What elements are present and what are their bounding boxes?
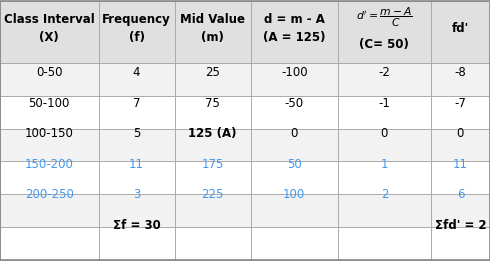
Text: -8: -8 [455, 66, 466, 79]
Text: (C= 50): (C= 50) [360, 38, 409, 51]
Bar [0, 96, 490, 128]
Text: 0-50: 0-50 [36, 66, 63, 79]
Bar [0, 128, 490, 161]
Text: 0: 0 [291, 127, 298, 140]
Text: 2: 2 [381, 188, 388, 201]
Text: d = m - A
(A = 125): d = m - A (A = 125) [263, 13, 325, 44]
Text: 1: 1 [381, 158, 388, 171]
Text: 150-200: 150-200 [25, 158, 74, 171]
Text: Σfd' = 2: Σfd' = 2 [435, 219, 486, 232]
Text: 200-250: 200-250 [25, 188, 74, 201]
Text: -50: -50 [285, 97, 304, 110]
Text: 0: 0 [457, 127, 464, 140]
Text: Mid Value
(m): Mid Value (m) [180, 13, 245, 44]
Text: 3: 3 [133, 188, 140, 201]
Text: 50: 50 [287, 158, 302, 171]
Text: $d' = \dfrac{m-A}{C}$: $d' = \dfrac{m-A}{C}$ [356, 6, 413, 29]
Text: 100-150: 100-150 [25, 127, 74, 140]
Text: 50-100: 50-100 [28, 97, 70, 110]
Bar [0, 194, 490, 227]
Text: 7: 7 [133, 97, 140, 110]
Text: 175: 175 [201, 158, 224, 171]
Text: 11: 11 [129, 158, 144, 171]
Text: -7: -7 [455, 97, 466, 110]
Text: 75: 75 [205, 97, 220, 110]
Text: 4: 4 [133, 66, 140, 79]
Bar [0, 227, 490, 260]
Text: 5: 5 [133, 127, 140, 140]
Text: Class Interval
(X): Class Interval (X) [4, 13, 95, 44]
Text: fd': fd' [452, 22, 469, 35]
Text: -2: -2 [378, 66, 391, 79]
Text: 225: 225 [201, 188, 224, 201]
Text: 0: 0 [381, 127, 388, 140]
Text: -100: -100 [281, 66, 308, 79]
Bar [0, 161, 490, 194]
Text: Σf = 30: Σf = 30 [113, 219, 160, 232]
Text: 6: 6 [457, 188, 464, 201]
Text: 25: 25 [205, 66, 220, 79]
Text: 100: 100 [283, 188, 305, 201]
Text: -1: -1 [378, 97, 391, 110]
Bar [0, 63, 490, 96]
Text: Frequency
(f): Frequency (f) [102, 13, 171, 44]
Text: 125 (A): 125 (A) [188, 127, 237, 140]
Text: 11: 11 [453, 158, 468, 171]
Bar [0, 1, 490, 63]
